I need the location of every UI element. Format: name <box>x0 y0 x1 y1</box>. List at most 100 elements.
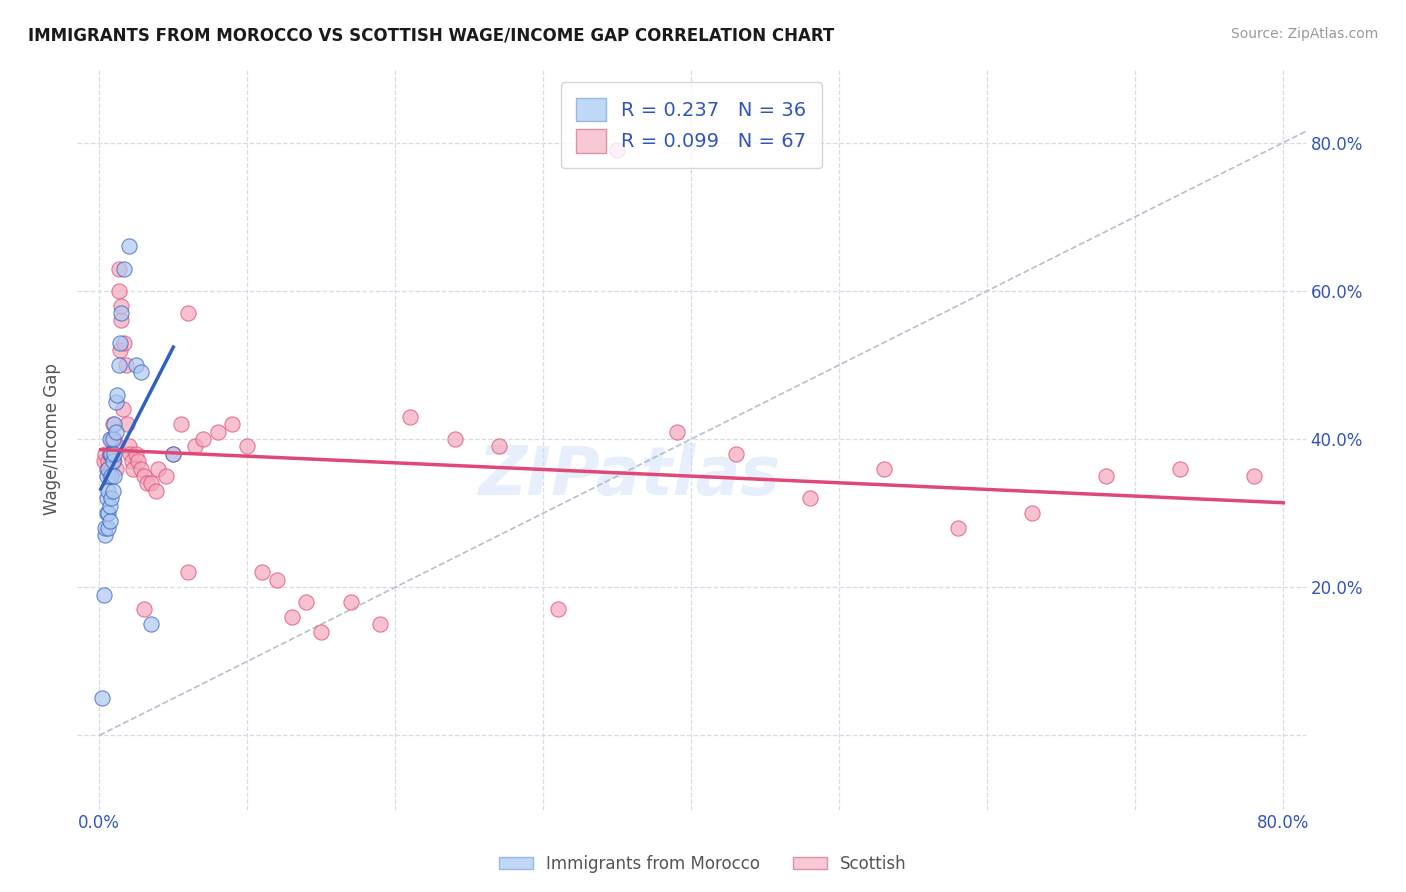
Point <box>724 447 747 461</box>
Point <box>94 447 117 461</box>
Point <box>184 439 207 453</box>
Point <box>101 447 124 461</box>
Point <box>122 461 145 475</box>
Point <box>177 566 200 580</box>
Point <box>127 454 149 468</box>
Point <box>103 469 125 483</box>
Point <box>91 691 114 706</box>
Point <box>96 506 118 520</box>
Point <box>132 602 155 616</box>
Point <box>105 387 128 401</box>
Point <box>132 469 155 483</box>
Point <box>129 365 152 379</box>
Point <box>100 491 122 506</box>
Point <box>97 483 120 498</box>
Point <box>488 439 510 453</box>
Point <box>110 306 132 320</box>
Point <box>97 521 120 535</box>
Point <box>162 447 184 461</box>
Point <box>399 409 422 424</box>
Point <box>946 521 969 535</box>
Point <box>98 447 121 461</box>
Point <box>139 617 162 632</box>
Point <box>250 566 273 580</box>
Point <box>97 461 120 475</box>
Point <box>114 335 136 350</box>
Point <box>443 432 465 446</box>
Point <box>96 461 118 475</box>
Point <box>103 432 125 446</box>
Point <box>135 476 157 491</box>
Legend: R = 0.237   N = 36, R = 0.099   N = 67: R = 0.237 N = 36, R = 0.099 N = 67 <box>561 82 821 169</box>
Point <box>118 439 141 453</box>
Point <box>125 447 148 461</box>
Point <box>101 432 124 446</box>
Point <box>100 447 122 461</box>
Point <box>139 476 162 491</box>
Point <box>100 461 122 475</box>
Point <box>110 299 132 313</box>
Point <box>155 469 177 483</box>
Point <box>121 454 143 468</box>
Point <box>311 624 333 639</box>
Point <box>295 595 318 609</box>
Point <box>266 573 288 587</box>
Text: IMMIGRANTS FROM MOROCCO VS SCOTTISH WAGE/INCOME GAP CORRELATION CHART: IMMIGRANTS FROM MOROCCO VS SCOTTISH WAGE… <box>28 27 834 45</box>
Point <box>340 595 363 609</box>
Point <box>100 432 122 446</box>
Point <box>606 143 628 157</box>
Point <box>107 261 129 276</box>
Point <box>207 425 229 439</box>
Point <box>129 461 152 475</box>
Point <box>118 239 141 253</box>
Point <box>1243 469 1265 483</box>
Point <box>111 402 134 417</box>
Point <box>108 343 131 357</box>
Point <box>221 417 243 432</box>
Point <box>103 447 125 461</box>
Point <box>107 284 129 298</box>
Point <box>145 483 167 498</box>
Point <box>104 425 127 439</box>
Point <box>370 617 392 632</box>
Point <box>103 417 125 432</box>
Point <box>170 417 193 432</box>
Point <box>101 454 124 468</box>
Point <box>98 514 121 528</box>
Point <box>108 335 131 350</box>
Point <box>280 610 302 624</box>
Point <box>191 432 214 446</box>
Point <box>93 588 115 602</box>
Text: ZIPatlas: ZIPatlas <box>479 443 780 509</box>
Point <box>93 454 115 468</box>
Point <box>114 261 136 276</box>
Point <box>177 306 200 320</box>
Point <box>107 358 129 372</box>
Point <box>105 439 128 453</box>
Point <box>94 528 117 542</box>
Point <box>125 358 148 372</box>
Point <box>117 417 139 432</box>
Point <box>236 439 259 453</box>
Point <box>665 425 688 439</box>
Point <box>94 521 117 535</box>
Point <box>96 469 118 483</box>
Point <box>103 454 125 468</box>
Point <box>98 469 121 483</box>
Point <box>120 447 142 461</box>
Point <box>101 483 124 498</box>
Legend: Immigrants from Morocco, Scottish: Immigrants from Morocco, Scottish <box>492 848 914 880</box>
Point <box>98 499 121 513</box>
Point <box>97 454 120 468</box>
Point <box>162 447 184 461</box>
Point <box>873 461 896 475</box>
Point <box>148 461 170 475</box>
Point <box>97 506 120 520</box>
Point <box>1021 506 1043 520</box>
Point <box>547 602 569 616</box>
Point <box>96 491 118 506</box>
Point <box>1168 461 1191 475</box>
Point <box>115 358 138 372</box>
Point <box>98 432 121 446</box>
Point <box>1094 469 1116 483</box>
